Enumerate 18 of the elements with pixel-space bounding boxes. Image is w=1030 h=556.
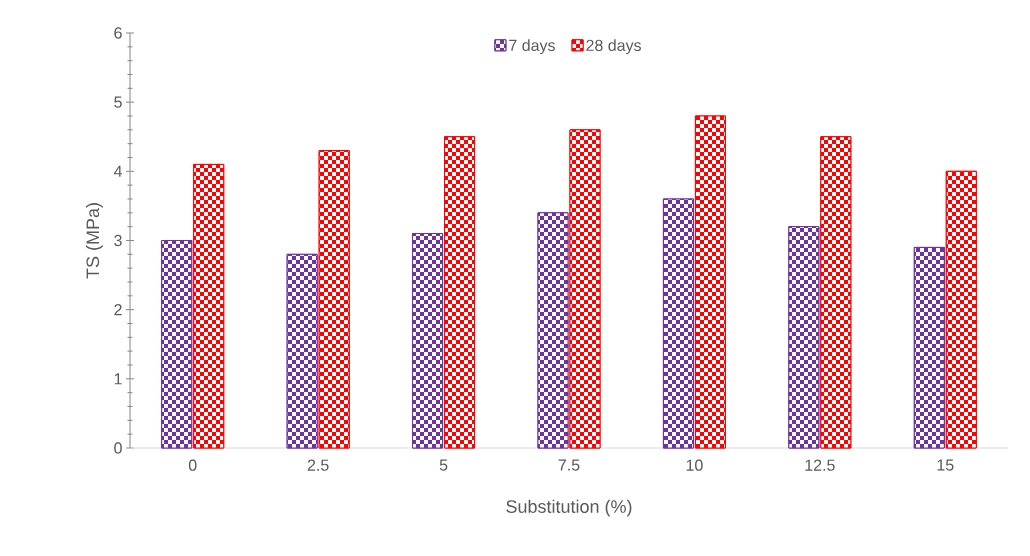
x-tick-label: 0	[188, 459, 197, 471]
x-tick-label: 15	[937, 459, 954, 471]
legend-label: 7 days	[509, 39, 555, 55]
y-tick-label: 5	[114, 96, 122, 108]
legend-label: 28 days	[586, 39, 641, 55]
x-tick-label: 7.5	[558, 459, 580, 471]
x-tick-label: 2.5	[307, 459, 329, 471]
y-tick-label: 4	[113, 165, 122, 177]
y-tick-label: 6	[114, 27, 122, 39]
x-tick-label: 12.5	[805, 459, 835, 471]
y-tick-label: 0	[114, 442, 122, 454]
y-tick-label: 3	[114, 234, 122, 247]
y-axis-title: TS (MPa)	[85, 203, 103, 279]
y-tick-label: 1	[114, 373, 122, 385]
y-tick-label: 2	[114, 304, 122, 316]
x-tick-label: 10	[686, 459, 703, 471]
x-axis-title: Substitution (%)	[506, 499, 632, 517]
x-tick-label: 5	[439, 459, 448, 471]
